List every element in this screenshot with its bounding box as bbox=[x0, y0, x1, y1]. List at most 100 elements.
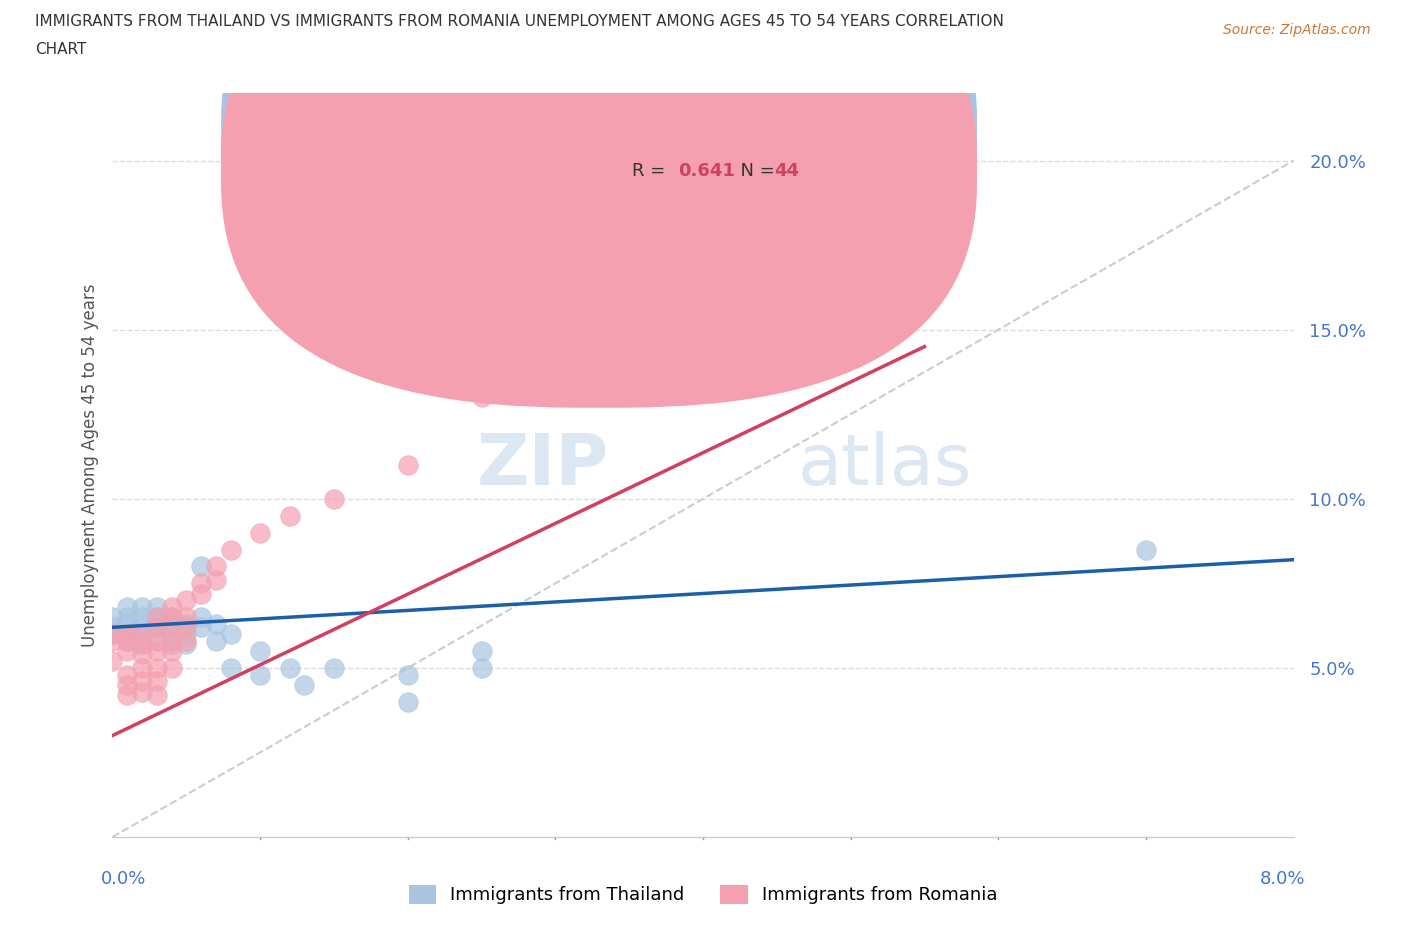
Point bbox=[117, 627, 138, 642]
Point bbox=[131, 627, 153, 642]
Text: atlas: atlas bbox=[797, 431, 972, 499]
Point bbox=[117, 644, 138, 658]
Text: R =: R = bbox=[633, 162, 671, 180]
Point bbox=[174, 592, 197, 607]
Point bbox=[544, 339, 567, 354]
Point bbox=[190, 576, 212, 591]
Point bbox=[323, 660, 346, 675]
Point bbox=[323, 491, 346, 506]
Point bbox=[174, 610, 197, 625]
Point bbox=[146, 620, 169, 635]
Point bbox=[174, 620, 197, 635]
Point bbox=[131, 637, 153, 652]
Point bbox=[101, 610, 124, 625]
Point bbox=[1135, 542, 1157, 557]
Point bbox=[146, 660, 169, 675]
Text: IMMIGRANTS FROM THAILAND VS IMMIGRANTS FROM ROMANIA UNEMPLOYMENT AMONG AGES 45 T: IMMIGRANTS FROM THAILAND VS IMMIGRANTS F… bbox=[35, 14, 1004, 29]
Point bbox=[160, 617, 183, 631]
Point bbox=[146, 610, 169, 625]
Point bbox=[219, 660, 242, 675]
Point bbox=[131, 610, 153, 625]
Point bbox=[146, 617, 169, 631]
Point bbox=[160, 620, 183, 635]
Point bbox=[765, 238, 787, 253]
Point bbox=[278, 509, 301, 524]
Point bbox=[396, 667, 419, 682]
FancyBboxPatch shape bbox=[221, 0, 977, 407]
Point bbox=[174, 617, 197, 631]
Legend: Immigrants from Thailand, Immigrants from Romania: Immigrants from Thailand, Immigrants fro… bbox=[401, 878, 1005, 911]
Point bbox=[249, 525, 271, 540]
Point bbox=[117, 617, 138, 631]
Y-axis label: Unemployment Among Ages 45 to 54 years: Unemployment Among Ages 45 to 54 years bbox=[80, 284, 98, 646]
Point bbox=[146, 633, 169, 648]
Text: 0.118: 0.118 bbox=[678, 123, 735, 140]
Point bbox=[131, 627, 153, 642]
Point bbox=[146, 687, 169, 702]
Point bbox=[131, 647, 153, 662]
Point bbox=[131, 684, 153, 699]
Point bbox=[131, 620, 153, 635]
Point bbox=[190, 559, 212, 574]
Point bbox=[117, 633, 138, 648]
Text: ZIP: ZIP bbox=[477, 431, 609, 499]
Point bbox=[131, 674, 153, 689]
Point bbox=[190, 586, 212, 601]
Text: R =: R = bbox=[633, 123, 671, 140]
Point bbox=[396, 695, 419, 710]
Point bbox=[174, 637, 197, 652]
Text: 0.0%: 0.0% bbox=[101, 870, 146, 888]
Point bbox=[174, 627, 197, 642]
Point bbox=[131, 600, 153, 615]
Point bbox=[190, 620, 212, 635]
Text: 8.0%: 8.0% bbox=[1260, 870, 1305, 888]
Point bbox=[101, 627, 124, 642]
Point bbox=[131, 660, 153, 675]
Point bbox=[160, 600, 183, 615]
Point bbox=[219, 542, 242, 557]
Point bbox=[174, 633, 197, 648]
Point bbox=[160, 627, 183, 642]
Point bbox=[131, 637, 153, 652]
Point bbox=[146, 633, 169, 648]
Point bbox=[101, 633, 124, 648]
Point bbox=[471, 390, 494, 405]
Point bbox=[160, 610, 183, 625]
FancyBboxPatch shape bbox=[221, 0, 977, 368]
Point bbox=[190, 610, 212, 625]
Point bbox=[117, 667, 138, 682]
Text: Source: ZipAtlas.com: Source: ZipAtlas.com bbox=[1223, 23, 1371, 37]
Point bbox=[146, 644, 169, 658]
Text: 44: 44 bbox=[773, 162, 799, 180]
Text: CHART: CHART bbox=[35, 42, 87, 57]
Point bbox=[146, 620, 169, 635]
Point bbox=[278, 660, 301, 675]
Text: 0.641: 0.641 bbox=[678, 162, 735, 180]
Point bbox=[117, 627, 138, 642]
Text: N =: N = bbox=[728, 123, 780, 140]
Point bbox=[249, 667, 271, 682]
Point bbox=[117, 687, 138, 702]
Point bbox=[292, 677, 315, 692]
Point bbox=[205, 633, 228, 648]
Point bbox=[205, 573, 228, 588]
Point bbox=[117, 600, 138, 615]
Point bbox=[101, 620, 124, 635]
Point bbox=[249, 644, 271, 658]
Point bbox=[160, 610, 183, 625]
Point bbox=[160, 637, 183, 652]
Point bbox=[471, 644, 494, 658]
Point bbox=[117, 677, 138, 692]
Point bbox=[160, 660, 183, 675]
Point bbox=[117, 610, 138, 625]
Point bbox=[219, 627, 242, 642]
Point bbox=[101, 654, 124, 669]
Point bbox=[117, 633, 138, 648]
Point bbox=[146, 674, 169, 689]
FancyBboxPatch shape bbox=[561, 108, 845, 197]
Point bbox=[160, 633, 183, 648]
Point bbox=[146, 610, 169, 625]
Text: 42: 42 bbox=[773, 123, 799, 140]
Point bbox=[205, 617, 228, 631]
Point bbox=[396, 458, 419, 472]
